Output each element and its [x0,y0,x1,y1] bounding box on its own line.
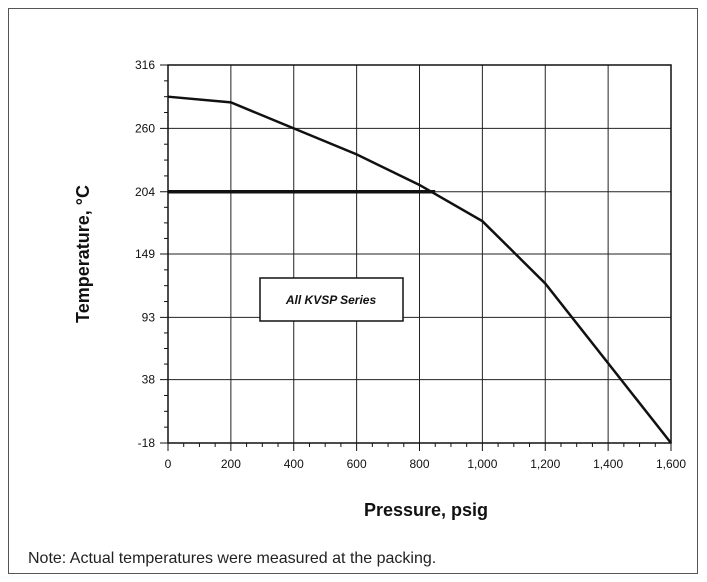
temperature-curve [167,95,672,444]
y-tick-label: 316 [135,58,155,72]
y-tick-label: 149 [135,247,155,261]
x-tick-label: 1,000 [467,457,497,471]
y-tick-label: 260 [135,121,155,135]
x-tick-label: 1,400 [593,457,623,471]
y-axis-title: Temperature, °C [73,185,93,323]
y-tick-label: -18 [138,436,156,450]
grid-layer [168,65,671,443]
annotation-rect [259,277,404,322]
chart-frame: -18 38 93 149 204 260 316 0 200 400 600 800 1,000 1,2… [8,8,698,574]
annotation-box: All KVSP Series [259,277,404,322]
annotation-label: All KVSP Series [285,293,377,307]
footnote: Note: Actual temperatures were measured … [28,550,437,567]
axis-layer: -18 38 93 149 204 260 316 0 200 400 600 800 1,000 1,2… [135,58,686,471]
x-tick-label: 0 [165,457,172,471]
x-tick-label: 1,600 [656,457,686,471]
x-tick-label: 1,200 [530,457,560,471]
x-tick-label: 400 [284,457,304,471]
x-tick-label: 200 [221,457,241,471]
y-tick-label: 204 [135,185,155,199]
x-tick-label: 800 [409,457,429,471]
y-tick-label: 93 [142,310,156,324]
chart-svg: -18 38 93 149 204 260 316 0 200 400 600 800 1,000 1,2… [73,58,686,520]
x-axis-title: Pressure, psig [364,500,488,520]
y-tick-label: 38 [142,373,156,387]
series-layer [167,95,672,444]
x-tick-label: 600 [347,457,367,471]
